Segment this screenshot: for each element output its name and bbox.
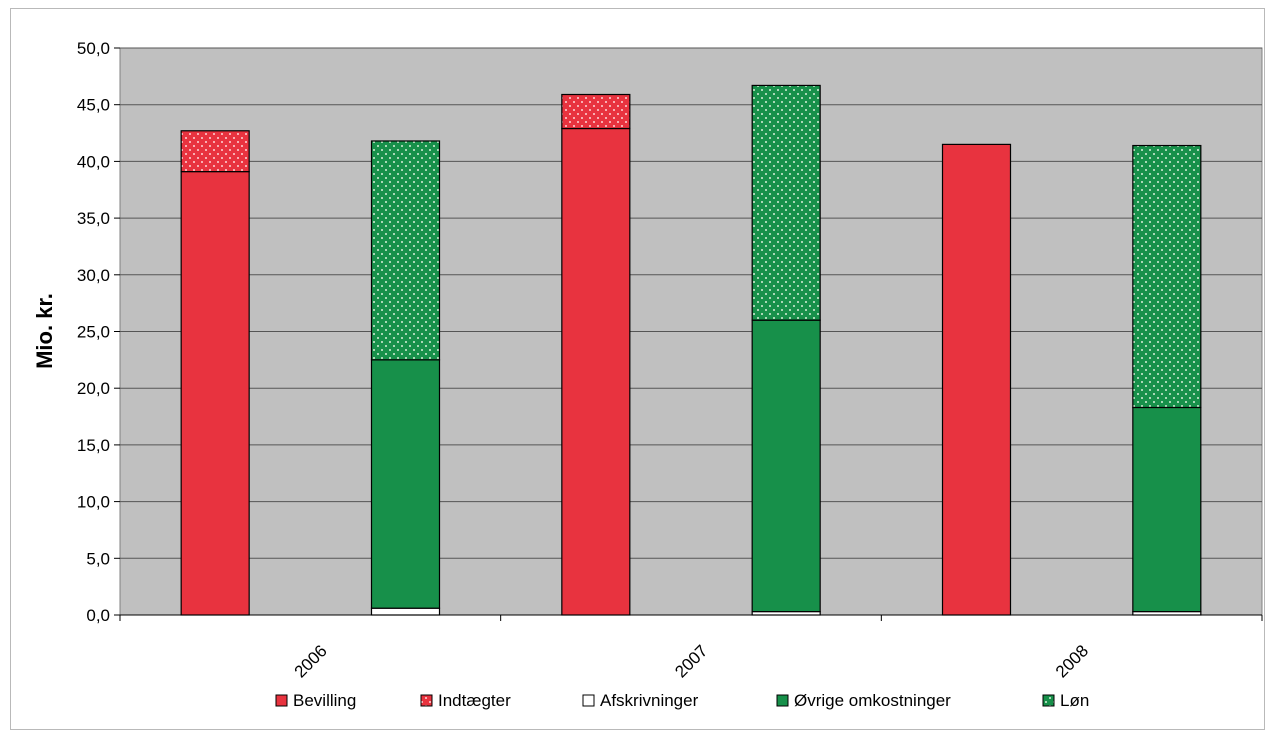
y-tick-label: 25,0 xyxy=(77,323,110,342)
legend-label: Afskrivninger xyxy=(600,691,699,710)
y-axis-ticks: 0,0 5,0 10,0 15,0 20,0 25,0 30,0 35,0 40,0 45,0 50… xyxy=(77,39,120,625)
y-tick-label: 20,0 xyxy=(77,379,110,398)
x-tick-label: 2007 xyxy=(671,641,711,681)
y-tick-label: 40,0 xyxy=(77,152,110,171)
legend-swatch xyxy=(776,694,789,707)
y-tick-label: 0,0 xyxy=(86,606,110,625)
y-tick-label: 15,0 xyxy=(77,436,110,455)
bar-segment-bevilling xyxy=(180,171,250,616)
legend-swatch xyxy=(275,694,288,707)
y-tick-label: 5,0 xyxy=(86,549,110,568)
legend-label: Indtægter xyxy=(438,691,511,710)
legend-swatch xyxy=(1042,694,1055,707)
bar-segment-indtægter xyxy=(180,130,250,173)
legend-swatch xyxy=(582,694,595,707)
y-tick-label: 30,0 xyxy=(77,266,110,285)
bar-segment-øvrige-omkostninger xyxy=(751,319,821,613)
bar-segment-øvrige-omkostninger xyxy=(370,359,441,609)
legend-label: Løn xyxy=(1060,691,1089,710)
legend-label: Øvrige omkostninger xyxy=(794,691,951,710)
bars xyxy=(180,84,1202,616)
y-tick-label: 45,0 xyxy=(77,96,110,115)
x-axis: 2006 2007 2008 xyxy=(119,614,1263,681)
y-tick-label: 50,0 xyxy=(77,39,110,58)
bar-segment-afskrivninger xyxy=(370,607,441,616)
bar-segment-løn xyxy=(1132,144,1202,409)
gridlines xyxy=(120,47,1262,559)
bar-segment-løn xyxy=(751,84,821,321)
bar-segment-bevilling xyxy=(561,127,631,616)
legend: Bevilling Indtægter Afskrivninger Øvrige om… xyxy=(275,691,1089,710)
bar-segment-bevilling xyxy=(941,143,1012,616)
bar-segment-indtægter xyxy=(561,93,631,130)
legend-swatch xyxy=(420,694,433,707)
y-tick-label: 35,0 xyxy=(77,209,110,228)
y-tick-label: 10,0 xyxy=(77,493,110,512)
bar-segment-løn xyxy=(370,140,441,361)
bar-segment-øvrige-omkostninger xyxy=(1132,406,1202,613)
x-tick-label: 2008 xyxy=(1052,641,1092,681)
y-axis-title: Mio. kr. xyxy=(32,293,57,369)
x-tick-label: 2006 xyxy=(291,641,331,681)
legend-label: Bevilling xyxy=(293,691,356,710)
